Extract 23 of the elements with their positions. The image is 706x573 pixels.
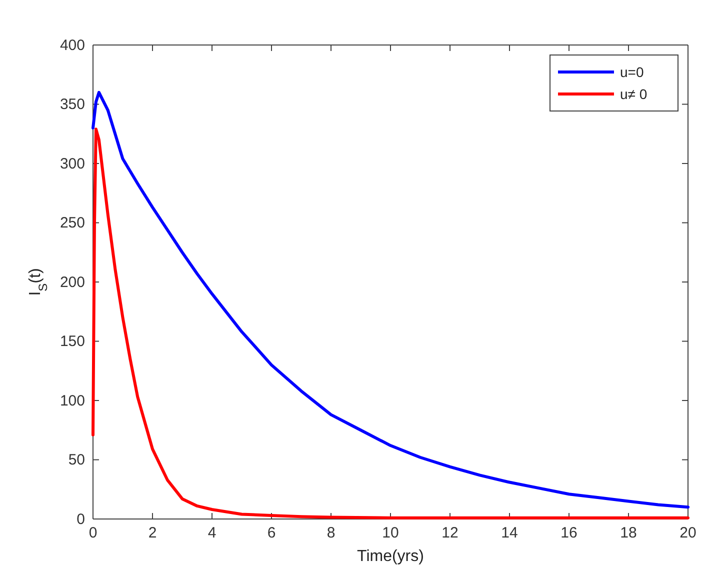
- y-tick-label: 250: [60, 214, 85, 232]
- y-tick-label: 100: [60, 392, 85, 410]
- x-tick-label: 18: [620, 524, 637, 542]
- y-tick-label: 350: [60, 96, 85, 114]
- x-tick-label: 4: [208, 524, 216, 542]
- x-tick-label: 20: [680, 524, 696, 542]
- x-axis-title: Time(yrs): [357, 548, 424, 565]
- x-tick-label: 10: [382, 524, 399, 542]
- x-tick-label: 2: [148, 524, 157, 542]
- legend-label: u≠ 0: [620, 86, 648, 102]
- y-tick-label: 400: [60, 36, 85, 54]
- y-tick-label: 200: [60, 274, 85, 291]
- x-tick-label: 8: [326, 524, 336, 542]
- x-tick-label: 14: [501, 524, 518, 542]
- x-tick-label: 12: [442, 524, 458, 542]
- y-tick-label: 50: [68, 452, 85, 469]
- legend-label: u=0: [620, 64, 644, 80]
- x-tick-label: 16: [560, 524, 578, 542]
- y-tick-label: 300: [60, 155, 85, 172]
- y-tick-label: 150: [60, 333, 85, 350]
- y-tick-label: 0: [76, 510, 85, 528]
- x-tick-label: 6: [267, 524, 276, 542]
- x-tick-label: 0: [88, 524, 98, 542]
